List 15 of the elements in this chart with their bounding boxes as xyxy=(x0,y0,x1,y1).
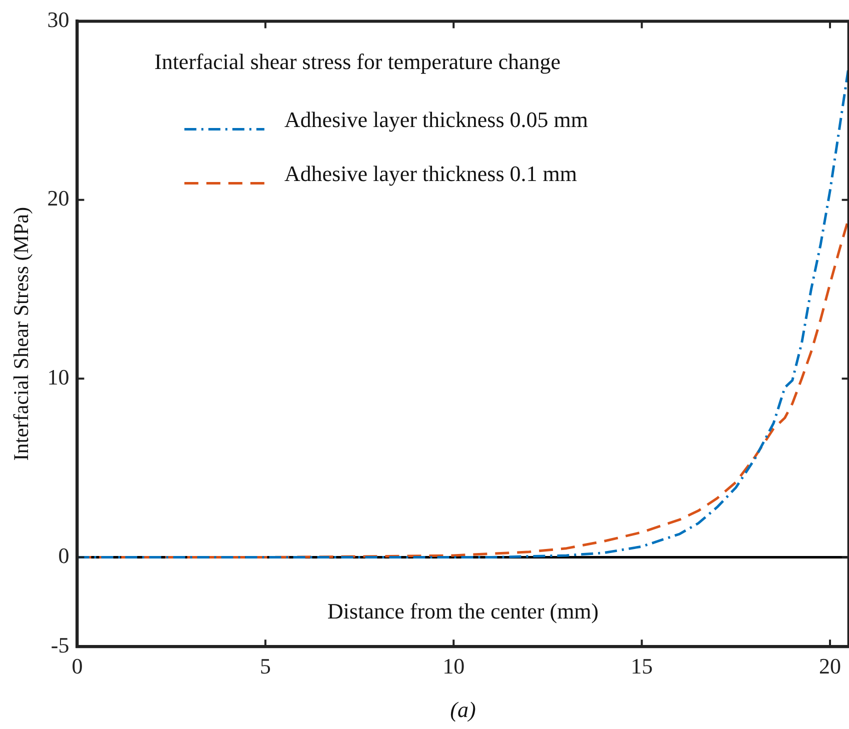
x-tick-label: 15 xyxy=(630,654,653,679)
y-axis-title: Interfacial Shear Stress (MPa) xyxy=(9,207,34,461)
legend-title: Interfacial shear stress for temperature change xyxy=(154,48,561,74)
x-tick-label: 5 xyxy=(260,654,271,679)
x-axis-title: Distance from the center (mm) xyxy=(327,598,599,624)
x-tick-label: 10 xyxy=(442,654,465,679)
legend-label: Adhesive layer thickness 0.1 mm xyxy=(284,160,578,186)
legend-label: Adhesive layer thickness 0.05 mm xyxy=(284,106,588,132)
y-tick-label: 0 xyxy=(58,543,70,568)
y-tick-label: -5 xyxy=(50,632,70,658)
x-tick-label: 20 xyxy=(819,654,841,679)
y-tick-label: 20 xyxy=(47,186,70,211)
y-tick-label: 30 xyxy=(47,6,70,32)
y-tick-label: 10 xyxy=(47,364,70,390)
text: (a) xyxy=(450,696,476,722)
